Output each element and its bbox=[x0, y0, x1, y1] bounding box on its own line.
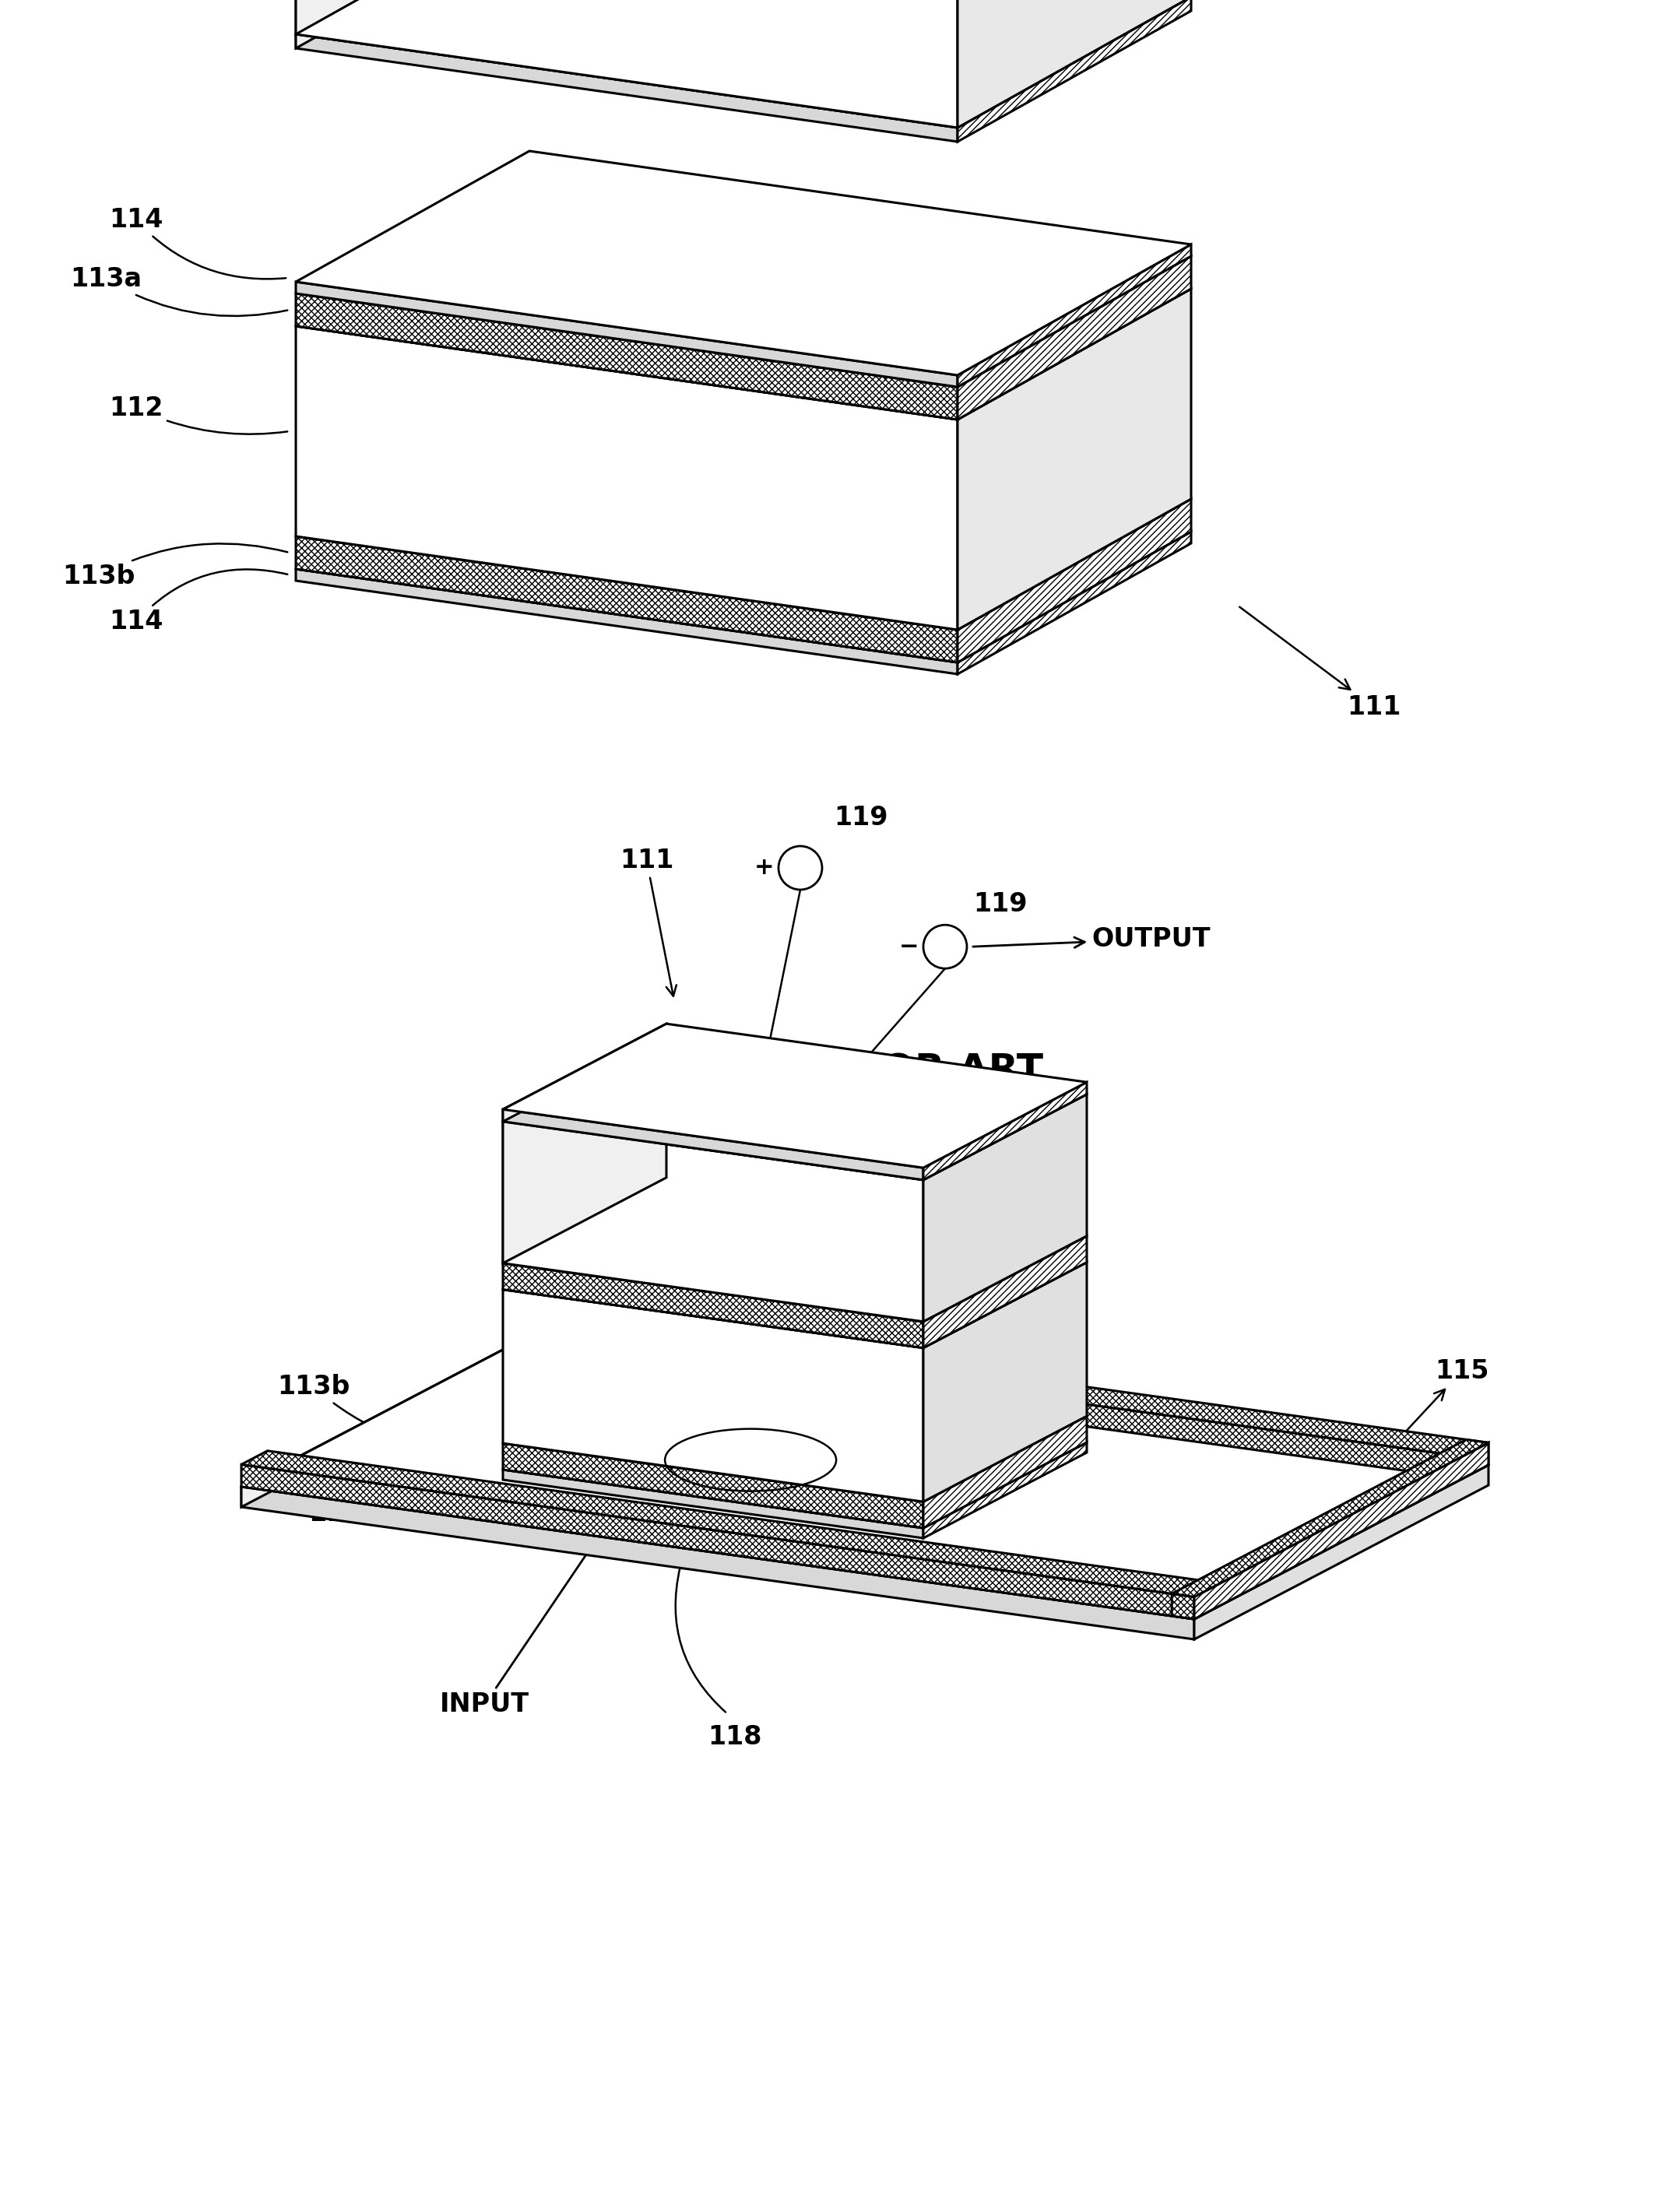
Polygon shape bbox=[502, 1122, 924, 1322]
Text: INPUT: INPUT bbox=[440, 1532, 601, 1719]
Polygon shape bbox=[296, 537, 958, 662]
Polygon shape bbox=[958, 500, 1191, 662]
Polygon shape bbox=[502, 1263, 924, 1348]
Text: 114: 114 bbox=[109, 570, 287, 636]
Polygon shape bbox=[242, 1451, 1220, 1596]
Circle shape bbox=[778, 846, 822, 890]
Polygon shape bbox=[502, 1203, 1087, 1348]
Polygon shape bbox=[924, 1083, 1087, 1179]
Polygon shape bbox=[296, 35, 958, 142]
Polygon shape bbox=[502, 1024, 667, 1122]
Polygon shape bbox=[1194, 1464, 1488, 1640]
Polygon shape bbox=[242, 1333, 536, 1508]
Circle shape bbox=[924, 925, 968, 969]
Polygon shape bbox=[267, 1346, 1462, 1605]
Polygon shape bbox=[296, 406, 1191, 629]
Polygon shape bbox=[502, 1357, 1087, 1502]
Text: +: + bbox=[754, 857, 774, 879]
Polygon shape bbox=[924, 1236, 1087, 1348]
Polygon shape bbox=[296, 0, 529, 48]
Polygon shape bbox=[924, 1442, 1087, 1539]
Polygon shape bbox=[1194, 1583, 1220, 1620]
Polygon shape bbox=[296, 283, 958, 386]
Polygon shape bbox=[296, 0, 958, 127]
Polygon shape bbox=[502, 1442, 924, 1528]
Polygon shape bbox=[502, 1383, 1087, 1528]
Polygon shape bbox=[502, 1469, 924, 1539]
Polygon shape bbox=[296, 0, 1191, 127]
Text: 119: 119 bbox=[973, 892, 1026, 916]
Text: 113b: 113b bbox=[277, 1374, 494, 1453]
Polygon shape bbox=[296, 294, 958, 419]
Polygon shape bbox=[958, 289, 1191, 629]
Polygon shape bbox=[242, 1486, 1194, 1640]
Polygon shape bbox=[509, 1324, 1462, 1480]
Text: 111: 111 bbox=[1240, 607, 1401, 719]
Polygon shape bbox=[296, 438, 1191, 662]
Polygon shape bbox=[1194, 1442, 1488, 1620]
Text: FIG.2B  PRIOR ART: FIG.2B PRIOR ART bbox=[637, 1052, 1043, 1089]
Polygon shape bbox=[924, 1416, 1087, 1528]
Text: 112: 112 bbox=[929, 1420, 1087, 1447]
Polygon shape bbox=[242, 1464, 1194, 1620]
Polygon shape bbox=[502, 1037, 667, 1263]
Text: 112: 112 bbox=[109, 395, 287, 434]
Polygon shape bbox=[1171, 1594, 1194, 1620]
Text: 118: 118 bbox=[707, 1725, 763, 1749]
Polygon shape bbox=[924, 1094, 1087, 1322]
Polygon shape bbox=[296, 0, 529, 35]
Polygon shape bbox=[296, 327, 958, 629]
Polygon shape bbox=[502, 1177, 1087, 1322]
Polygon shape bbox=[958, 0, 1191, 142]
Polygon shape bbox=[502, 1109, 924, 1179]
Polygon shape bbox=[502, 1037, 1087, 1179]
Polygon shape bbox=[296, 195, 1191, 419]
Text: 113b: 113b bbox=[62, 544, 287, 590]
Text: 114: 114 bbox=[309, 1475, 494, 1528]
Polygon shape bbox=[296, 151, 1191, 375]
Text: FIG.2A  PRIOR ART: FIG.2A PRIOR ART bbox=[637, 24, 1043, 61]
Polygon shape bbox=[296, 570, 958, 675]
Text: 111: 111 bbox=[620, 848, 677, 995]
Polygon shape bbox=[1171, 1440, 1488, 1596]
Polygon shape bbox=[296, 162, 1191, 386]
Text: 115: 115 bbox=[1312, 1359, 1488, 1532]
Polygon shape bbox=[242, 1333, 1488, 1620]
Polygon shape bbox=[502, 1289, 924, 1502]
Polygon shape bbox=[509, 1311, 1488, 1455]
Text: 119: 119 bbox=[833, 804, 887, 831]
Polygon shape bbox=[924, 1263, 1087, 1502]
Polygon shape bbox=[958, 533, 1191, 675]
Polygon shape bbox=[1462, 1442, 1488, 1480]
Text: 114: 114 bbox=[109, 206, 286, 278]
Text: OUTPUT: OUTPUT bbox=[973, 927, 1210, 951]
Text: 113a: 113a bbox=[71, 265, 287, 316]
Polygon shape bbox=[502, 1024, 1087, 1168]
Text: −: − bbox=[899, 936, 919, 958]
Polygon shape bbox=[958, 0, 1191, 127]
Polygon shape bbox=[958, 256, 1191, 419]
Polygon shape bbox=[958, 246, 1191, 386]
